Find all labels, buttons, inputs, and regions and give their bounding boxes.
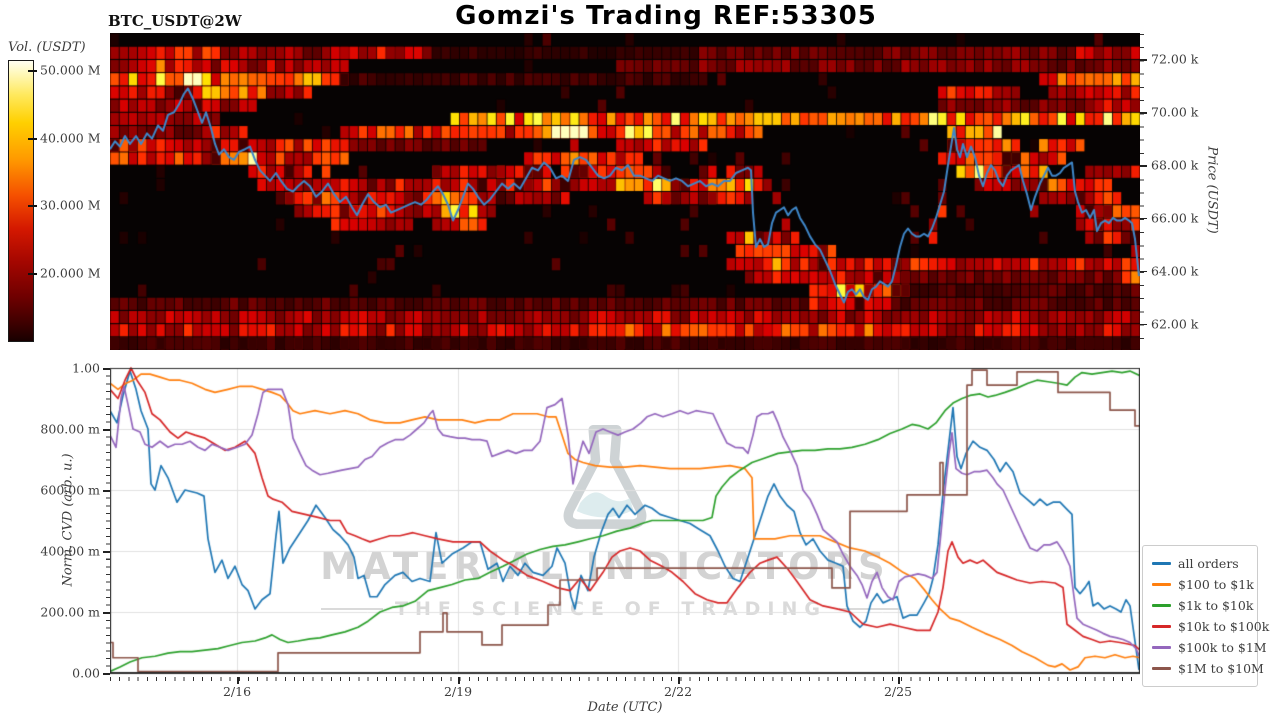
colorbar-tick-label: 20.000 M (40, 265, 101, 281)
cvd-y-tick-label: 1.00 (72, 360, 100, 376)
legend: all orders $100 to $1k $1k to $10k $10k to … (1142, 545, 1269, 687)
cvd-y-tick-mark (103, 612, 110, 614)
colorbar-tick-mark (28, 137, 37, 140)
legend-label: $100k to $1M (1178, 640, 1267, 655)
legend-label: $1M to $10M (1178, 661, 1264, 676)
price-tick-mark (1140, 112, 1147, 114)
colorbar-tick-mark (28, 205, 37, 208)
price-tick-label: 66.00 k (1151, 210, 1199, 226)
cvd-y-tick-mark (103, 490, 110, 492)
legend-entry: $1k to $10k (1152, 595, 1253, 616)
cvd-x-tick-mark (678, 677, 680, 684)
price-axis-title: Price (USDT) (1204, 146, 1220, 234)
price-tick-label: 70.00 k (1151, 104, 1199, 120)
volume-heatmap-chart (110, 33, 1140, 350)
cvd-x-tick-mark (898, 677, 900, 684)
legend-label: $100 to $1k (1178, 577, 1254, 592)
cvd-y-tick-mark (103, 551, 110, 553)
price-axis-minor-ticks (1140, 34, 1144, 350)
cvd-x-tick-mark (237, 677, 239, 684)
legend-line-swatch (1152, 604, 1171, 607)
cvd-y-tick-label: 600.00 m (40, 482, 100, 498)
legend-entry: $1M to $10M (1152, 658, 1264, 679)
cvd-y-tick-label: 400.00 m (40, 543, 100, 559)
cvd-line-chart (110, 363, 1140, 677)
colorbar-title: Vol. (USDT) (8, 40, 86, 55)
legend-entry: $10k to $100k (1152, 616, 1269, 637)
price-tick-mark (1140, 270, 1147, 273)
price-tick-label: 68.00 k (1151, 157, 1199, 173)
date-tick-label: 2/22 (663, 684, 693, 699)
legend-line-swatch (1152, 583, 1171, 586)
cvd-y-axis-title: Norm. CVD (arb. u.) (60, 453, 76, 587)
price-tick-label: 64.00 k (1151, 263, 1199, 279)
price-tick-mark (1140, 59, 1147, 61)
legend-line-swatch (1152, 667, 1171, 670)
date-tick-label: 2/19 (443, 684, 473, 699)
colorbar-tick-label: 30.000 M (40, 197, 101, 213)
legend-label: all orders (1178, 556, 1239, 571)
date-axis-title: Date (UTC) (587, 700, 663, 715)
cvd-x-tick-mark (458, 677, 460, 684)
date-tick-label: 2/16 (222, 684, 252, 699)
colorbar-tick-mark (28, 272, 37, 275)
cvd-y-tick-mark (103, 368, 110, 370)
price-tick-label: 72.00 k (1151, 51, 1199, 67)
legend-label: $10k to $100k (1178, 619, 1270, 634)
cvd-y-tick-label: 800.00 m (40, 421, 100, 437)
cvd-y-axis-minor-ticks (106, 368, 110, 674)
cvd-y-tick-label: 200.00 m (40, 604, 100, 620)
legend-entry: $100k to $1M (1152, 637, 1267, 658)
price-tick-mark (1140, 217, 1147, 220)
price-tick-label: 62.00 k (1151, 316, 1199, 332)
price-tick-mark (1140, 165, 1147, 167)
legend-entry: $100 to $1k (1152, 574, 1254, 595)
legend-line-swatch (1152, 646, 1171, 649)
page-title: Gomzi's Trading REF:53305 (455, 1, 877, 31)
volume-colorbar (8, 60, 34, 342)
cvd-x-axis-minor-ticks (110, 677, 1140, 681)
legend-entry: all orders (1152, 553, 1249, 574)
cvd-y-tick-mark (103, 429, 110, 431)
instrument-label: BTC_USDT@2W (108, 12, 242, 30)
cvd-y-tick-mark (103, 673, 110, 675)
legend-line-swatch (1152, 625, 1171, 628)
colorbar-tick-label: 50.000 M (40, 62, 101, 78)
cvd-y-tick-label: 0.00 (72, 665, 100, 681)
legend-line-swatch (1152, 562, 1171, 565)
legend-label: $1k to $10k (1178, 598, 1254, 613)
date-tick-label: 2/25 (883, 684, 913, 699)
colorbar-tick-label: 40.000 M (40, 130, 101, 146)
price-tick-mark (1140, 323, 1147, 326)
colorbar-tick-mark (28, 70, 37, 73)
